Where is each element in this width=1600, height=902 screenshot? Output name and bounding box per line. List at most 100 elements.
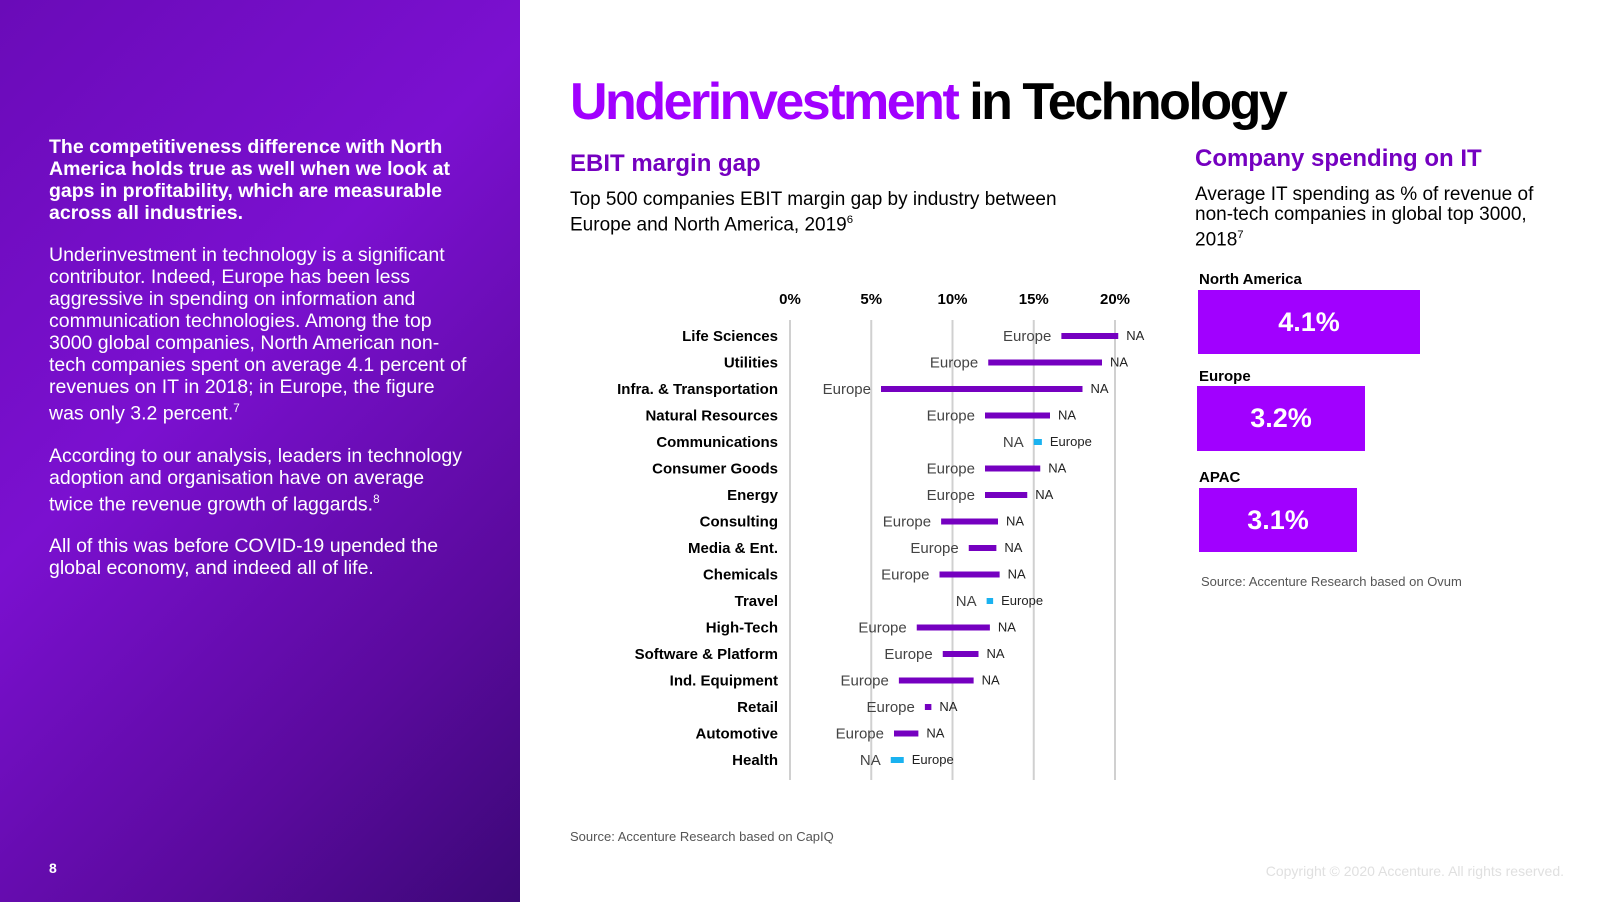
it-bar-europe: 3.2% xyxy=(1197,386,1365,451)
europe-label: Europe xyxy=(823,381,871,398)
gap-bar xyxy=(890,757,904,763)
left-panel: The competitiveness difference with Nort… xyxy=(0,0,520,902)
europe-label: Europe xyxy=(912,752,954,767)
category-label: Utilities xyxy=(724,355,778,372)
europe-label: Europe xyxy=(1001,593,1043,608)
it-bar-apac: 3.1% xyxy=(1199,488,1357,552)
gap-bar xyxy=(924,704,932,710)
ebit-description-text: Top 500 companies EBIT margin gap by ind… xyxy=(570,189,1057,236)
na-label: NA xyxy=(982,673,1000,688)
gap-bar xyxy=(894,730,919,737)
category-label: Consulting xyxy=(700,514,778,531)
it-spending-description: Average IT spending as % of revenue of n… xyxy=(1195,184,1565,251)
it-label-north-america: North America xyxy=(1199,271,1302,288)
it-spending-heading: Company spending on IT xyxy=(1195,145,1482,172)
na-label: NA xyxy=(1058,408,1076,423)
na-label: NA xyxy=(1126,328,1144,343)
na-label: NA xyxy=(1091,381,1109,396)
x-tick-label: 20% xyxy=(1100,291,1130,308)
na-label: NA xyxy=(1110,355,1128,370)
it-label-europe: Europe xyxy=(1199,368,1251,385)
europe-label: Europe xyxy=(930,355,978,372)
europe-label: Europe xyxy=(867,699,915,716)
page-title: Underinvestment in Technology xyxy=(570,72,1288,132)
category-label: Life Sciences xyxy=(682,328,778,345)
gap-bar xyxy=(881,386,1083,392)
gap-bar xyxy=(916,624,990,631)
europe-label: Europe xyxy=(881,567,929,584)
ebit-source: Source: Accenture Research based on CapI… xyxy=(570,829,834,844)
title-accent: Underinvestment xyxy=(570,73,960,131)
na-label: NA xyxy=(956,593,977,610)
copyright: Copyright © 2020 Accenture. All rights r… xyxy=(1265,863,1564,879)
gap-bar xyxy=(1033,439,1042,445)
category-label: Natural Resources xyxy=(645,408,778,425)
footnote-7b: 7 xyxy=(1237,229,1244,241)
lead-paragraph: The competitiveness difference with Nort… xyxy=(49,136,450,224)
ebit-heading: EBIT margin gap xyxy=(570,150,761,177)
body-paragraph-2: According to our analysis, leaders in te… xyxy=(49,445,469,516)
europe-label: Europe xyxy=(836,726,884,743)
it-spending-description-text: Average IT spending as % of revenue of n… xyxy=(1195,184,1534,251)
na-label: NA xyxy=(1003,434,1024,451)
category-label: Retail xyxy=(737,699,778,716)
category-label: Health xyxy=(732,752,778,769)
europe-label: Europe xyxy=(883,514,931,531)
na-label: NA xyxy=(1048,461,1066,476)
gap-bar xyxy=(985,412,1050,419)
x-tick-label: 15% xyxy=(1019,291,1049,308)
footnote-8: 8 xyxy=(373,492,380,506)
category-label: Energy xyxy=(727,487,779,504)
gap-bar xyxy=(985,465,1041,472)
gap-bar xyxy=(942,651,979,657)
na-label: NA xyxy=(939,699,957,714)
europe-label: Europe xyxy=(927,487,975,504)
europe-label: Europe xyxy=(1003,328,1051,345)
na-label: NA xyxy=(987,646,1005,661)
gap-bar xyxy=(968,545,997,551)
title-rest: in Technology xyxy=(969,73,1288,131)
gap-bar xyxy=(941,518,998,525)
x-tick-label: 10% xyxy=(937,291,967,308)
category-label: Communications xyxy=(656,434,778,451)
gap-bar xyxy=(988,359,1102,366)
na-label: NA xyxy=(1008,567,1026,582)
body-paragraph-1: Underinvestment in technology is a signi… xyxy=(49,244,469,425)
gap-bar xyxy=(1061,333,1119,339)
europe-label: Europe xyxy=(1050,434,1092,449)
europe-label: Europe xyxy=(910,540,958,557)
body-paragraph-3: All of this was before COVID-19 upended … xyxy=(49,535,439,579)
category-label: Consumer Goods xyxy=(652,461,778,478)
body-paragraph-2-text: According to our analysis, leaders in te… xyxy=(49,444,462,515)
category-label: Ind. Equipment xyxy=(670,673,778,690)
na-label: NA xyxy=(1035,487,1053,502)
x-tick-label: 0% xyxy=(779,291,801,308)
na-label: NA xyxy=(998,620,1016,635)
europe-label: Europe xyxy=(927,461,975,478)
footnote-6: 6 xyxy=(846,214,854,226)
category-label: Automotive xyxy=(696,726,779,743)
left-text: The competitiveness difference with Nort… xyxy=(49,136,469,599)
na-label: NA xyxy=(926,726,944,741)
footnote-7: 7 xyxy=(233,402,240,415)
europe-label: Europe xyxy=(841,673,889,690)
category-label: Media & Ent. xyxy=(688,540,778,557)
gap-bar xyxy=(986,598,994,604)
it-spending-source: Source: Accenture Research based on Ovum xyxy=(1201,574,1462,589)
gap-bar xyxy=(985,492,1028,498)
ebit-margin-chart: 0% 5% 10% 15% 20% Life Sciences Europe NA Utilit… xyxy=(617,291,1145,780)
europe-label: Europe xyxy=(884,646,932,663)
it-label-apac: APAC xyxy=(1199,469,1241,486)
it-bar-north-america: 4.1% xyxy=(1198,290,1420,354)
page-number: 8 xyxy=(49,860,57,876)
na-label: NA xyxy=(1004,540,1022,555)
na-label: NA xyxy=(1006,514,1024,529)
gap-bar xyxy=(898,677,974,684)
category-label: Software & Platform xyxy=(635,646,778,663)
gap-bar xyxy=(939,571,1000,578)
category-label: Chemicals xyxy=(703,567,778,584)
europe-label: Europe xyxy=(927,408,975,425)
ebit-description: Top 500 companies EBIT margin gap by ind… xyxy=(570,189,1070,236)
x-tick-label: 5% xyxy=(860,291,882,308)
body-paragraph-1-text: Underinvestment in technology is a signi… xyxy=(49,244,467,425)
